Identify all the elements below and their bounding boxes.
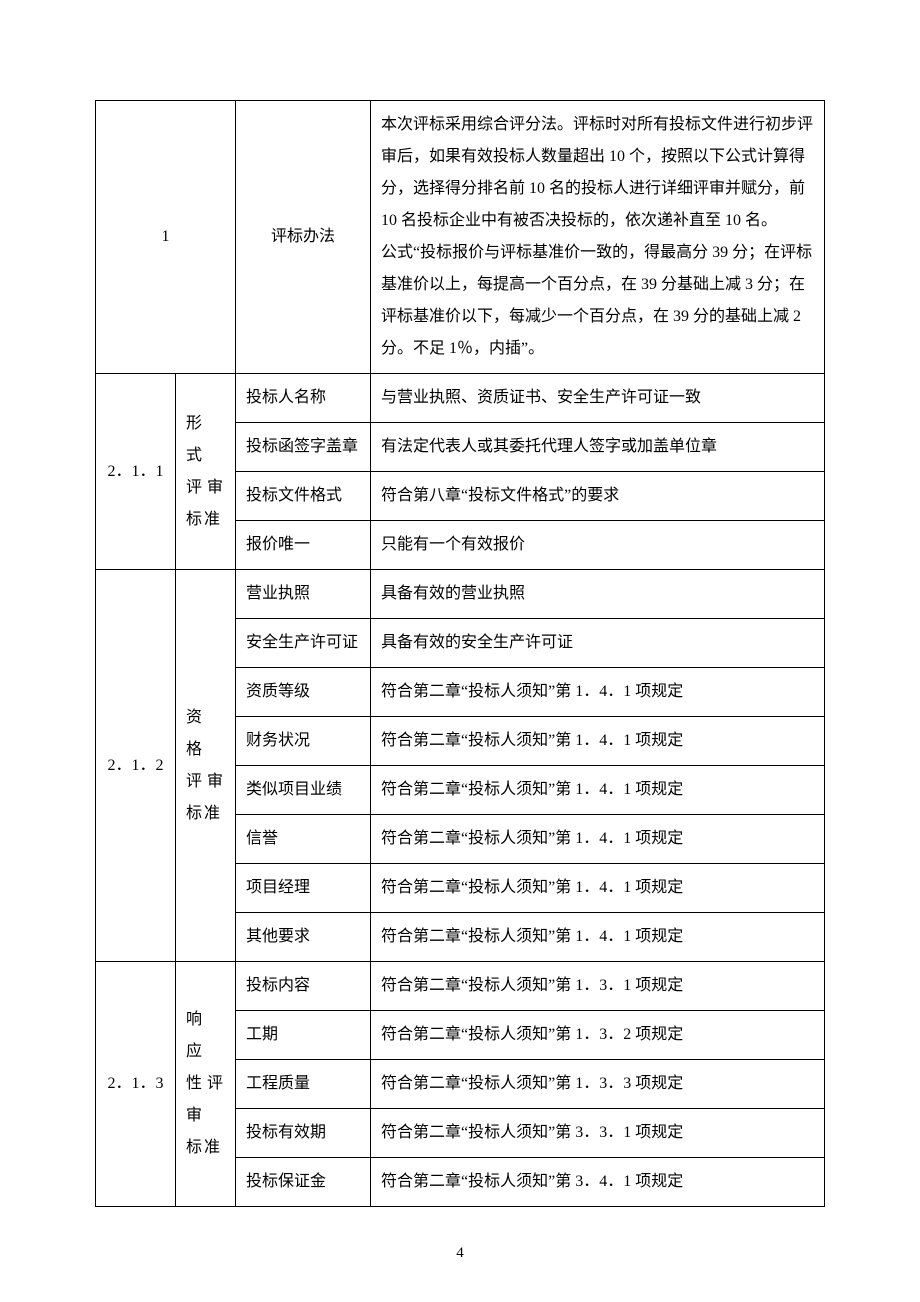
row-desc: 符合第二章“投标人须知”第 1．4．1 项规定: [371, 668, 825, 717]
row-item: 投标人名称: [236, 374, 371, 423]
document-page: 1 评标办法 本次评标采用综合评分法。评标时对所有投标文件进行初步评审后，如果有…: [0, 0, 920, 1302]
row-number: 2．1．1: [96, 374, 176, 570]
row-item: 安全生产许可证: [236, 619, 371, 668]
row-item: 工程质量: [236, 1060, 371, 1109]
row-category: 资 格 评审标准: [176, 570, 236, 962]
table-row: 2．1．2 资 格 评审标准 营业执照 具备有效的营业执照: [96, 570, 825, 619]
row-desc: 符合第二章“投标人须知”第 1．3．1 项规定: [371, 962, 825, 1011]
row-item: 财务状况: [236, 717, 371, 766]
row-number: 2．1．2: [96, 570, 176, 962]
row-item: 类似项目业绩: [236, 766, 371, 815]
row-desc: 与营业执照、资质证书、安全生产许可证一致: [371, 374, 825, 423]
table-row: 2．1．1 形 式 评审标准 投标人名称 与营业执照、资质证书、安全生产许可证一…: [96, 374, 825, 423]
row-item: 营业执照: [236, 570, 371, 619]
row-desc: 符合第二章“投标人须知”第 1．3．2 项规定: [371, 1011, 825, 1060]
row-desc: 符合第二章“投标人须知”第 1．4．1 项规定: [371, 766, 825, 815]
page-number: 4: [0, 1245, 920, 1262]
row-desc: 符合第二章“投标人须知”第 1．4．1 项规定: [371, 815, 825, 864]
row-item: 信誉: [236, 815, 371, 864]
row-item: 投标有效期: [236, 1109, 371, 1158]
row-desc: 本次评标采用综合评分法。评标时对所有投标文件进行初步评审后，如果有效投标人数量超…: [371, 101, 825, 374]
row-category: 形 式 评审标准: [176, 374, 236, 570]
row-item: 项目经理: [236, 864, 371, 913]
row-desc: 符合第八章“投标文件格式”的要求: [371, 472, 825, 521]
row-item: 资质等级: [236, 668, 371, 717]
row-desc: 符合第二章“投标人须知”第 1．4．1 项规定: [371, 864, 825, 913]
row-desc: 具备有效的营业执照: [371, 570, 825, 619]
row-item: 投标函签字盖章: [236, 423, 371, 472]
row-desc: 具备有效的安全生产许可证: [371, 619, 825, 668]
row-item: 报价唯一: [236, 521, 371, 570]
row-desc: 有法定代表人或其委托代理人签字或加盖单位章: [371, 423, 825, 472]
row-item: 投标内容: [236, 962, 371, 1011]
row-item: 投标保证金: [236, 1158, 371, 1207]
row-desc: 只能有一个有效报价: [371, 521, 825, 570]
row-category: 响 应 性评 审 标准: [176, 962, 236, 1207]
row-desc: 符合第二章“投标人须知”第 3．3．1 项规定: [371, 1109, 825, 1158]
table-row: 1 评标办法 本次评标采用综合评分法。评标时对所有投标文件进行初步评审后，如果有…: [96, 101, 825, 374]
row-desc: 符合第二章“投标人须知”第 1．3．3 项规定: [371, 1060, 825, 1109]
criteria-table: 1 评标办法 本次评标采用综合评分法。评标时对所有投标文件进行初步评审后，如果有…: [95, 100, 825, 1207]
row-item: 投标文件格式: [236, 472, 371, 521]
row-desc: 符合第二章“投标人须知”第 1．4．1 项规定: [371, 913, 825, 962]
table-row: 2．1．3 响 应 性评 审 标准 投标内容 符合第二章“投标人须知”第 1．3…: [96, 962, 825, 1011]
row-number: 1: [96, 101, 236, 374]
row-desc: 符合第二章“投标人须知”第 1．4．1 项规定: [371, 717, 825, 766]
row-item: 评标办法: [236, 101, 371, 374]
row-number: 2．1．3: [96, 962, 176, 1207]
row-item: 其他要求: [236, 913, 371, 962]
row-desc: 符合第二章“投标人须知”第 3．4．1 项规定: [371, 1158, 825, 1207]
row-item: 工期: [236, 1011, 371, 1060]
